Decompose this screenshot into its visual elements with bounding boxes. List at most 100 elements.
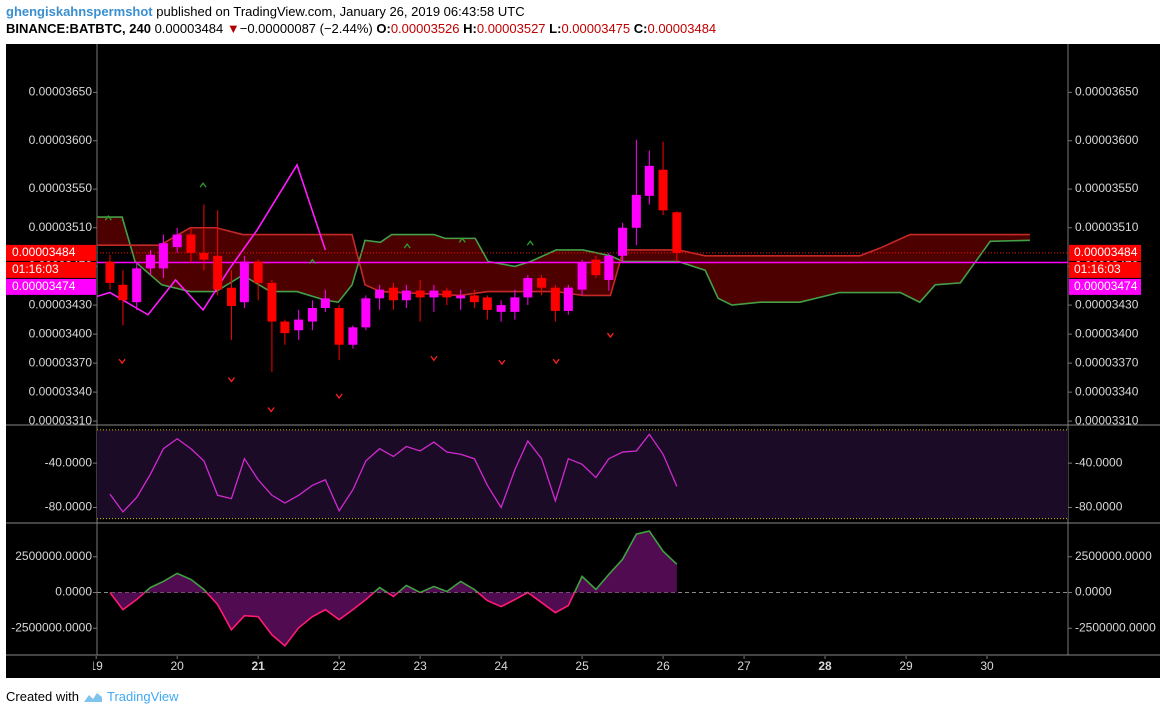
candle-body	[672, 212, 682, 253]
change: −0.00000087 (−2.44%)	[239, 21, 373, 36]
low-label: L:	[549, 21, 562, 36]
fractal-marker	[526, 240, 534, 246]
candle-body	[118, 284, 128, 301]
price-label: 0.00003484	[1074, 245, 1138, 259]
oscillator-line	[109, 530, 678, 593]
y-tick-label: 0.00003340	[1075, 384, 1139, 398]
fractal-marker	[606, 332, 614, 339]
published: published on TradingView.com, January 26…	[156, 4, 525, 19]
y-tick-label: 0.00003430	[29, 297, 93, 311]
candle-body	[550, 287, 560, 311]
y-tick-label: 0.00003400	[29, 326, 93, 340]
candle-body	[334, 308, 344, 345]
created-with: Created with	[6, 689, 79, 704]
x-tick-label: 23	[413, 659, 427, 673]
candle-body	[523, 278, 533, 298]
candle-body	[618, 227, 628, 256]
x-tick-label: 22	[332, 659, 346, 673]
y-tick-label: 0.00003340	[29, 384, 93, 398]
countdown-label: 01:16:03	[1074, 262, 1121, 276]
candle-body	[510, 297, 520, 312]
countdown-box	[1069, 261, 1141, 278]
countdown-box	[6, 261, 96, 278]
candle-body	[132, 268, 142, 303]
candle-body	[253, 261, 263, 283]
high-label: H:	[463, 21, 477, 36]
y-tick-label: 2500000.0000	[1075, 549, 1152, 563]
fractal-marker	[308, 258, 316, 264]
pane	[97, 139, 1068, 413]
fractal-marker	[403, 243, 411, 249]
candle-body	[496, 305, 506, 312]
y-tick-label: 0.0000	[55, 585, 92, 599]
fractal-marker	[335, 393, 343, 400]
x-tick-label: 19	[90, 659, 104, 673]
x-tick-label: 30	[980, 659, 994, 673]
candle-body	[186, 234, 196, 253]
y-tick-label: 0.00003370	[29, 355, 93, 369]
price-label-box	[1069, 244, 1141, 261]
y-tick-label: 0.00003400	[1075, 326, 1139, 340]
y-tick-label: -2500000.0000	[1075, 620, 1156, 634]
tradingview-logo[interactable]	[83, 691, 103, 703]
down-arrow-icon: ▼	[226, 21, 240, 36]
low-value: 0.00003475	[561, 21, 631, 36]
candle-body	[401, 290, 411, 301]
countdown-label: 01:16:03	[12, 262, 59, 276]
candle-body	[537, 278, 547, 288]
ichimoku-cloud	[97, 217, 1030, 306]
y-tick-label: 0.00003370	[1075, 355, 1139, 369]
candle-body	[213, 255, 223, 290]
candle-body	[482, 297, 492, 310]
footer: Created with TradingView	[6, 689, 179, 704]
candle-body	[388, 287, 398, 301]
candle-body	[577, 262, 587, 290]
x-tick-label: 25	[575, 659, 589, 673]
y-tick-label: 0.00003310	[29, 413, 93, 427]
candle-body	[226, 287, 236, 307]
candle-body	[429, 290, 439, 298]
band-fill	[97, 429, 1068, 519]
author[interactable]: ghengiskahnspermshot	[6, 4, 153, 19]
candle-body	[631, 194, 641, 228]
close-label: C:	[633, 21, 648, 36]
candle-body	[348, 327, 358, 345]
y-tick-label: 2500000.0000	[15, 549, 92, 563]
fractal-marker	[430, 355, 438, 362]
price-label-box	[6, 278, 96, 295]
candle-body	[415, 290, 425, 298]
candle-body	[591, 259, 601, 276]
y-tick-label: 0.00003430	[1075, 297, 1139, 311]
x-tick-label: 26	[656, 659, 670, 673]
fractal-marker	[227, 377, 235, 383]
candle-body	[294, 319, 304, 331]
fractal-marker	[118, 358, 126, 365]
candle-body	[239, 261, 249, 303]
y-tick-label: 0.0000	[1075, 585, 1112, 599]
candle-body	[456, 295, 466, 299]
close-value: 0.00003484	[647, 21, 717, 36]
high-value: 0.00003527	[476, 21, 546, 36]
open-label: O:	[376, 21, 391, 36]
candle-body	[442, 290, 452, 298]
x-tick-label: 20	[170, 659, 184, 673]
brand[interactable]: TradingView	[106, 689, 179, 704]
chart-background	[6, 44, 1160, 678]
indicator-line	[109, 433, 678, 513]
candle-body	[469, 295, 479, 303]
y-tick-label: 0.00003650	[1075, 85, 1139, 99]
indicator-line	[97, 226, 1030, 297]
y-tick-label: -40.0000	[45, 455, 93, 469]
fractal-marker	[104, 214, 112, 221]
y-tick-label: 0.00003510	[1075, 220, 1139, 234]
candle-body	[361, 298, 371, 328]
x-axis: 19 20 21 22 23 24 25 26 27 28 29 30	[90, 656, 994, 673]
candle-body	[320, 298, 330, 309]
pane	[97, 530, 1068, 648]
x-tick-label: 29	[899, 659, 913, 673]
header-line-1: ghengiskahnspermshot published on Tradin…	[6, 4, 525, 19]
candle-body	[158, 243, 168, 269]
fractal-marker	[458, 237, 466, 243]
